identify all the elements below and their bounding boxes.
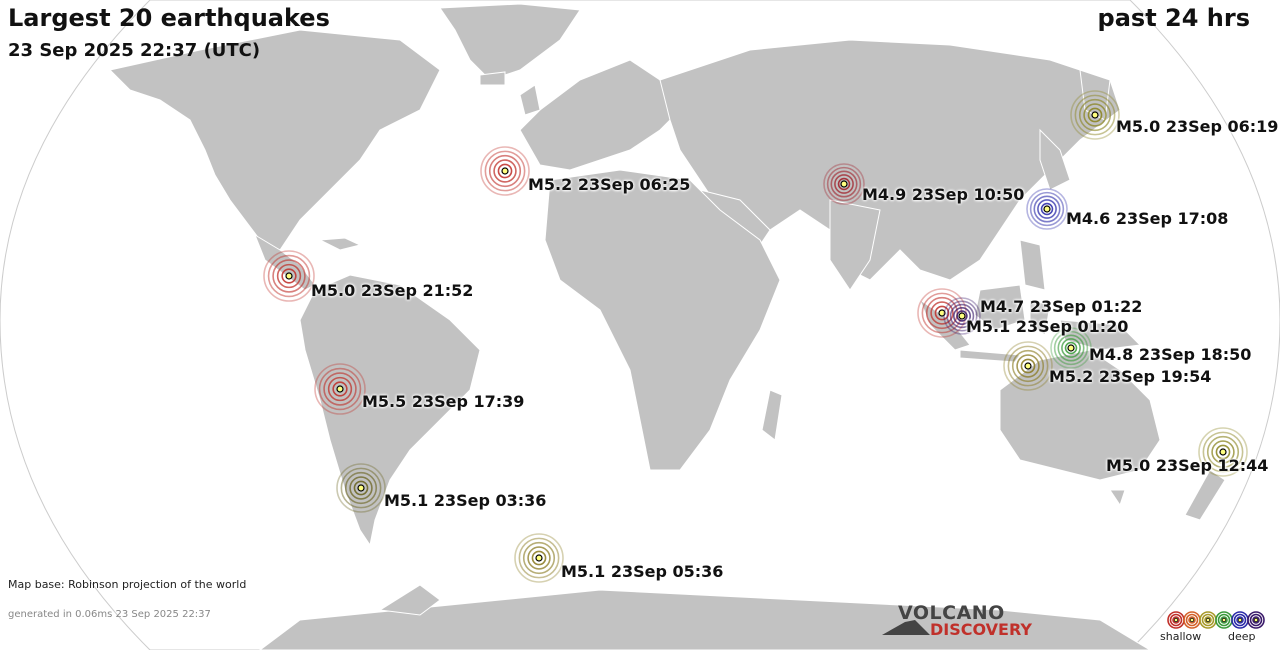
- earthquake-marker[interactable]: [1003, 341, 1053, 391]
- earthquake-marker[interactable]: [263, 250, 315, 302]
- quake-label[interactable]: M5.1 23Sep 03:36: [384, 491, 547, 510]
- legend-depth-dot: [1205, 617, 1211, 623]
- quake-label[interactable]: M5.0 23Sep 06:19: [1116, 117, 1279, 136]
- legend-depth-dot: [1189, 617, 1195, 623]
- legend-depth-dot: [1237, 617, 1243, 623]
- depth-legend-circles: [1167, 611, 1265, 629]
- legend-deep-label: deep: [1228, 630, 1256, 643]
- sulawesi: [1029, 299, 1051, 336]
- earthquake-marker[interactable]: [480, 146, 530, 196]
- legend-depth-dot: [1221, 617, 1227, 623]
- volcano-discovery-logo[interactable]: VOLCANO DISCOVERY: [880, 600, 1040, 640]
- legend-depth-circle: [1249, 613, 1263, 627]
- quake-label[interactable]: M5.2 23Sep 06:25: [528, 175, 691, 194]
- quake-label[interactable]: M4.8 23Sep 18:50: [1089, 345, 1252, 364]
- logo-text-discovery: DISCOVERY: [930, 620, 1033, 639]
- legend-depth-circle: [1217, 613, 1231, 627]
- earthquake-marker[interactable]: [314, 363, 366, 415]
- quake-label[interactable]: M5.1 23Sep 01:20: [966, 317, 1129, 336]
- logo-text-volcano: VOLCANO: [898, 602, 1005, 624]
- volcano-logo-icon: [882, 620, 930, 635]
- earthquake-marker[interactable]: [1070, 90, 1120, 140]
- earthquake-marker[interactable]: [1050, 327, 1092, 369]
- time-period: past 24 hrs: [1097, 4, 1250, 32]
- earthquake-marker[interactable]: [336, 463, 386, 513]
- earthquake-marker[interactable]: [943, 297, 981, 335]
- map-base-credit: Map base: Robinson projection of the wor…: [8, 578, 247, 591]
- earthquake-marker[interactable]: [823, 163, 865, 205]
- map-timestamp: 23 Sep 2025 22:37 (UTC): [8, 40, 261, 61]
- earthquake-marker[interactable]: [514, 533, 564, 583]
- quake-label[interactable]: M4.7 23Sep 01:22: [980, 297, 1143, 316]
- quake-label[interactable]: M5.5 23Sep 17:39: [362, 392, 525, 411]
- legend-depth-circle: [1169, 613, 1183, 627]
- madagascar: [761, 389, 783, 441]
- quake-label[interactable]: M5.0 23Sep 12:44: [1106, 456, 1269, 475]
- legend-depth-circle: [1188, 616, 1196, 624]
- generated-info: generated in 0.06ms 23 Sep 2025 22:37: [8, 609, 211, 620]
- legend-depth-circle: [1172, 616, 1180, 624]
- legend-depth-circle: [1236, 616, 1244, 624]
- land: [109, 3, 1226, 650]
- legend-depth-circle: [1220, 616, 1228, 624]
- legend-shallow-label: shallow: [1160, 630, 1202, 643]
- greenland: [439, 3, 581, 81]
- quake-label[interactable]: M4.6 23Sep 17:08: [1066, 209, 1229, 228]
- india: [829, 199, 881, 291]
- british-isles: [519, 84, 541, 116]
- java: [959, 349, 1021, 363]
- quake-label[interactable]: M5.2 23Sep 19:54: [1049, 367, 1212, 386]
- borneo: [974, 284, 1026, 331]
- quake-label[interactable]: M5.0 23Sep 21:52: [311, 281, 474, 300]
- earthquake-marker[interactable]: [1198, 427, 1248, 477]
- philippines: [1019, 239, 1046, 291]
- antarctic-peninsula: [378, 584, 441, 616]
- tasmania: [1109, 489, 1126, 507]
- japan: [1039, 128, 1071, 191]
- legend-depth-dot: [1173, 617, 1179, 623]
- legend-depth-circle: [1185, 613, 1199, 627]
- earthquake-markers: [263, 90, 1248, 583]
- north-america: [109, 29, 441, 251]
- africa: [544, 169, 781, 471]
- caribbean: [318, 237, 362, 251]
- depth-legend: shallow deep: [1160, 608, 1270, 648]
- iceland: [479, 71, 506, 86]
- legend-depth-circle: [1233, 613, 1247, 627]
- quake-label[interactable]: M5.1 23Sep 05:36: [561, 562, 724, 581]
- legend-depth-circle: [1252, 616, 1260, 624]
- map-title: Largest 20 earthquakes: [8, 4, 330, 32]
- legend-depth-circle: [1247, 611, 1265, 629]
- legend-depth-circle: [1204, 616, 1212, 624]
- south-america: [299, 274, 481, 547]
- earthquake-marker[interactable]: [1026, 188, 1068, 230]
- quake-label[interactable]: M4.9 23Sep 10:50: [862, 185, 1025, 204]
- legend-depth-dot: [1253, 617, 1259, 623]
- australia: [999, 349, 1161, 481]
- legend-depth-circle: [1201, 613, 1215, 627]
- new-zealand: [1184, 469, 1226, 521]
